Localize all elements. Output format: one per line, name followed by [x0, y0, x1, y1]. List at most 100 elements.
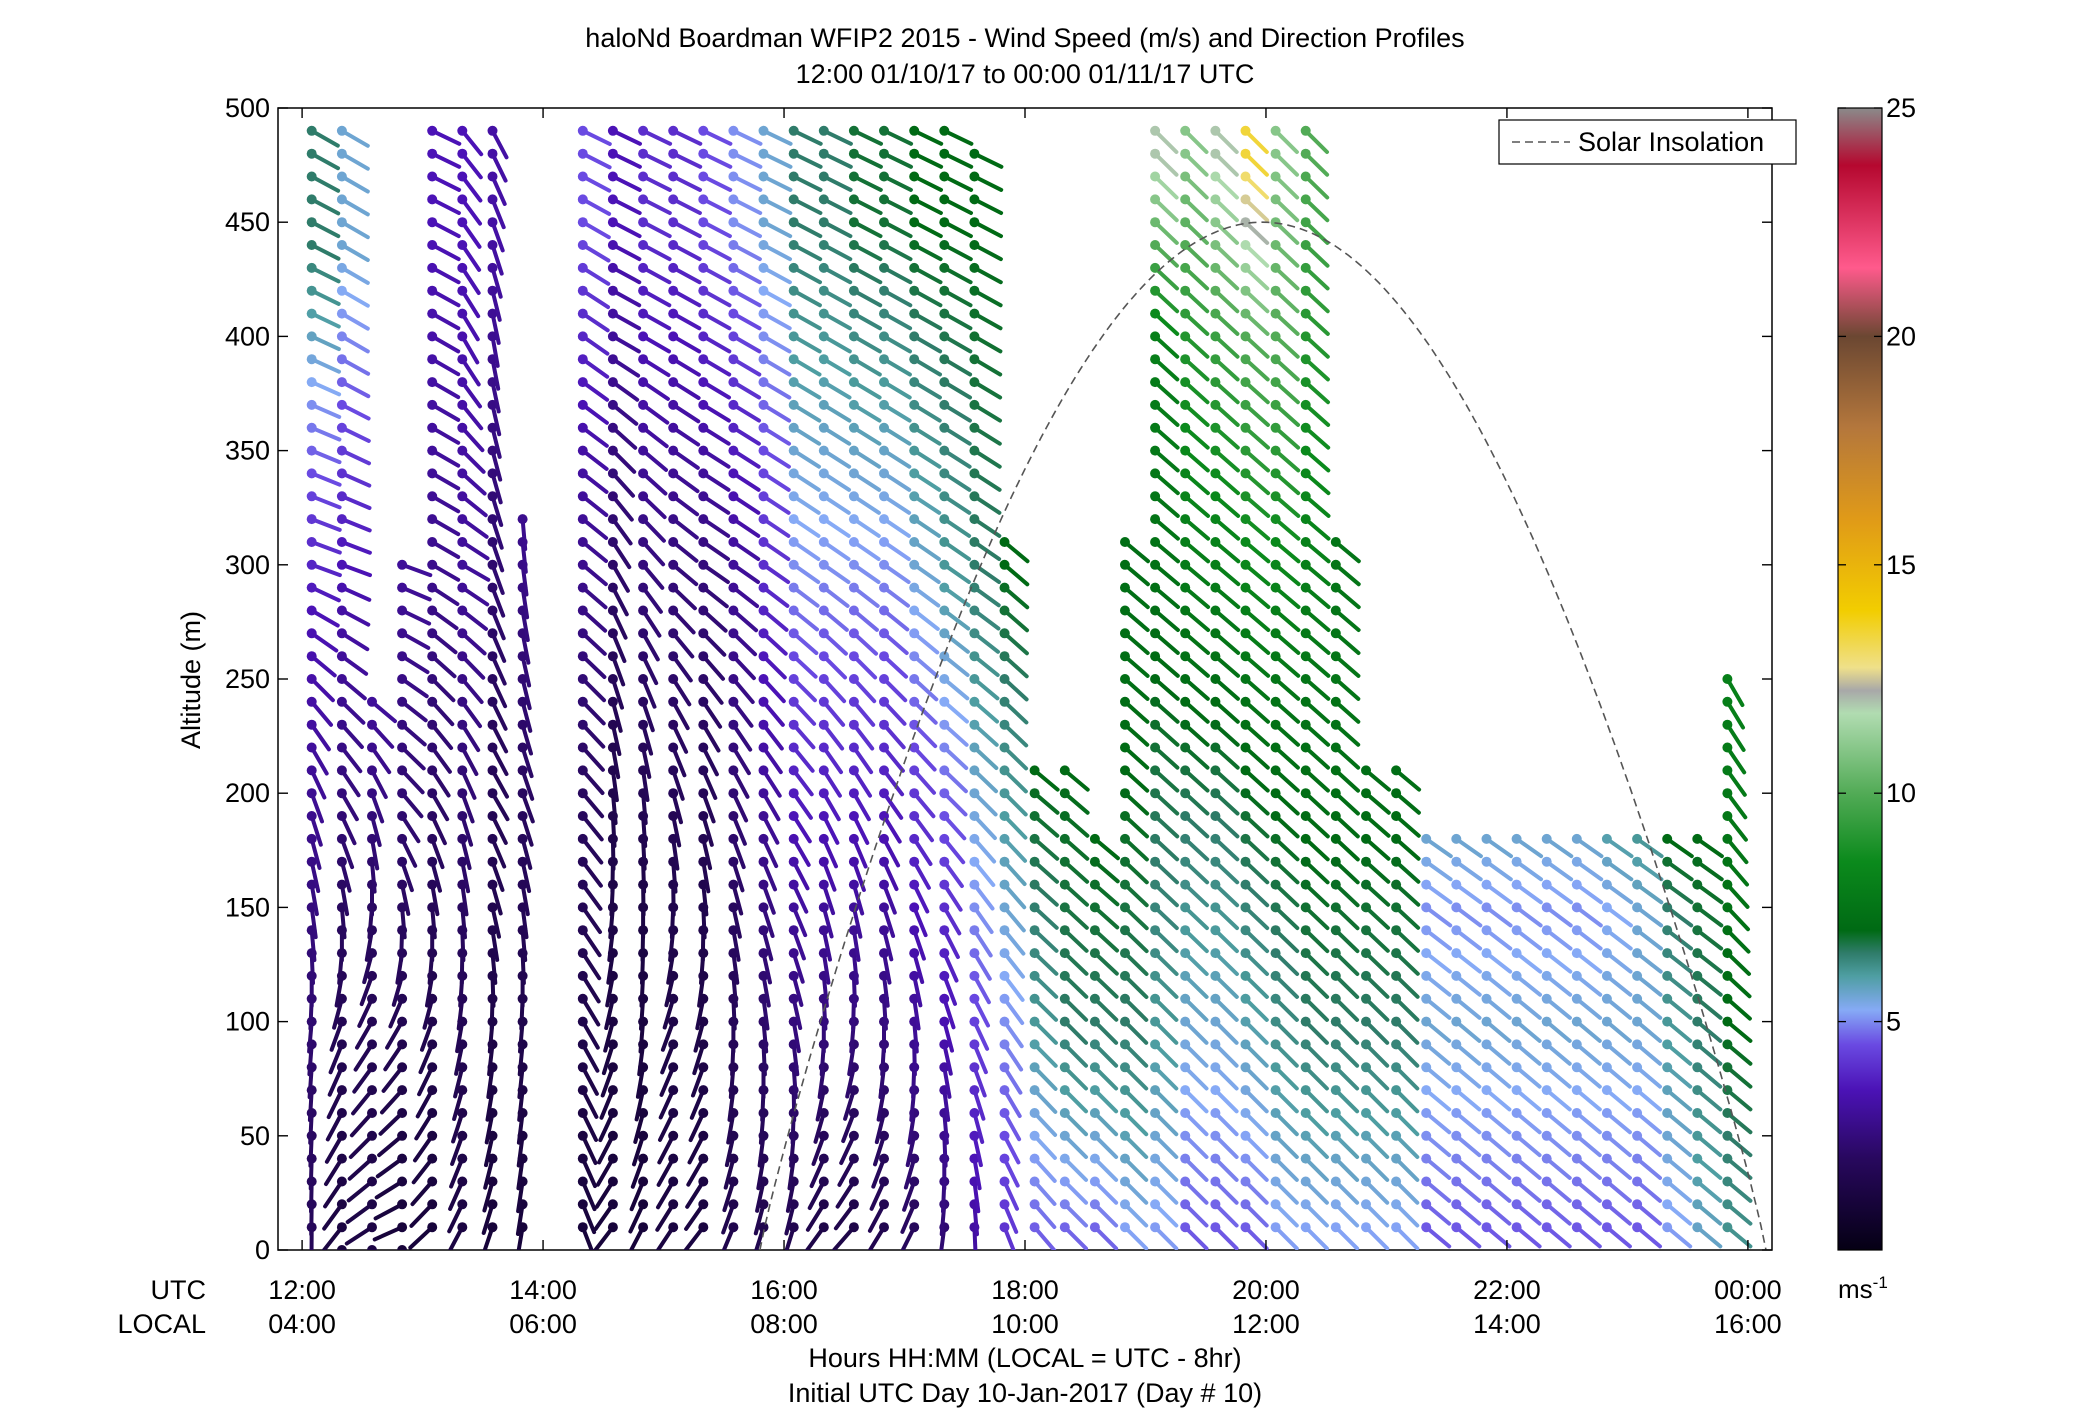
wind-barb-dot [818, 1199, 829, 1210]
wind-barb-dot [758, 742, 769, 753]
wind-barb [580, 562, 608, 587]
wind-barb-dot [1240, 902, 1251, 913]
wind-barb-dot [1150, 582, 1161, 593]
wind-barb-dot [487, 537, 498, 547]
wind-barb-dot [1361, 970, 1371, 981]
wind-barb [1183, 791, 1210, 816]
wind-barb-dot [1330, 1199, 1341, 1210]
wind-barb [1183, 494, 1210, 518]
wind-barb [1123, 631, 1150, 655]
wind-barb-dot [638, 605, 649, 616]
wind-barb [1183, 699, 1210, 724]
wind-barb-dot [577, 948, 588, 959]
wind-barb-dot [1511, 1153, 1522, 1164]
wind-barb-dot [999, 765, 1010, 776]
wind-barb [610, 128, 642, 146]
wind-barb-dot [306, 148, 317, 159]
wind-barb [821, 334, 852, 354]
wind-barb-dot [1662, 902, 1673, 913]
wind-barb [485, 1088, 495, 1122]
wind-barb [1725, 1042, 1753, 1066]
wind-barb-dot [698, 742, 709, 753]
wind-barb [1153, 448, 1180, 473]
wind-barb-dot [607, 1108, 618, 1118]
wind-barb-dot [728, 399, 739, 410]
wind-barb [1032, 859, 1059, 884]
wind-barb-dot [1120, 742, 1130, 753]
wind-barb-dot [1210, 514, 1221, 525]
wind-barb-dot [999, 1130, 1010, 1141]
wind-barb-dot [336, 422, 347, 433]
wind-barb-dot [909, 925, 920, 936]
wind-barb-dot [457, 514, 468, 525]
wind-barb-dot [487, 651, 498, 662]
local-row-label: LOCAL [117, 1309, 206, 1339]
wind-barb-dot [1330, 1039, 1341, 1050]
wind-barb-dot [788, 468, 799, 479]
wind-barb [1333, 905, 1360, 931]
wind-barb [731, 699, 754, 728]
wind-barb-dot [336, 833, 347, 844]
wind-barb-dot [577, 696, 588, 707]
wind-barb-dot [969, 1062, 980, 1073]
wind-barb-dot [1662, 833, 1673, 844]
wind-barb-dot [1601, 1153, 1612, 1164]
wind-barb-dot [1300, 651, 1311, 662]
wind-barb [1153, 128, 1179, 154]
wind-barb [1183, 745, 1210, 770]
wind-barb-dot [1571, 902, 1582, 913]
wind-barb-dot [306, 308, 317, 319]
wind-barb-dot [336, 559, 347, 570]
wind-barb-dot [367, 1153, 377, 1164]
wind-barb-dot [909, 331, 920, 342]
wind-barb-dot [788, 651, 799, 662]
wind-barb [1183, 311, 1210, 336]
wind-barb [756, 1156, 766, 1191]
wind-barb [1153, 859, 1179, 885]
wind-barb-dot [1330, 651, 1341, 662]
wind-barb-dot [1210, 331, 1221, 342]
wind-barb [1604, 859, 1634, 882]
x-tick-label-local: 14:00 [1473, 1309, 1541, 1339]
wind-barb-dot [336, 1039, 347, 1050]
wind-barb [912, 220, 943, 239]
wind-barb [1333, 745, 1361, 770]
wind-barb-dot [1361, 1222, 1371, 1233]
wind-barb [821, 402, 852, 423]
wind-barb-dot [698, 651, 709, 662]
wind-barb-dot [1150, 811, 1161, 821]
wind-barb-dot [1692, 1016, 1703, 1027]
wind-barb [413, 1133, 435, 1163]
wind-barb-dot [457, 399, 468, 410]
wind-barb-dot [457, 856, 468, 867]
wind-barb-dot [1632, 902, 1643, 913]
wind-barb [731, 265, 762, 285]
wind-barb-dot [848, 1085, 859, 1096]
wind-barb-dot [818, 217, 829, 228]
wind-barb-dot [336, 856, 347, 867]
wind-barb [1062, 1042, 1088, 1068]
wind-barb-dot [848, 1153, 859, 1164]
x-tick-label-utc: 16:00 [750, 1275, 818, 1305]
wind-barb-dot [638, 1153, 649, 1164]
wind-barb-dot [1541, 970, 1552, 981]
wind-barb-dot [1421, 833, 1432, 844]
wind-barb [1183, 471, 1210, 496]
wind-barb-dot [969, 468, 980, 479]
wind-barb [784, 1202, 796, 1236]
wind-barb-dot [698, 537, 709, 547]
wind-barb-dot [1150, 217, 1161, 228]
wind-barb-dot [698, 1199, 709, 1210]
wind-barb-dot [1391, 948, 1402, 959]
wind-barb [460, 928, 466, 963]
wind-barb-dot [788, 879, 799, 890]
wind-barb-dot [427, 742, 438, 753]
wind-barb [882, 357, 912, 377]
wind-barb-dot [1361, 1199, 1371, 1210]
wind-barb-dot [848, 674, 859, 684]
wind-barb-dot [1270, 331, 1281, 342]
wind-barb-dot [397, 674, 408, 684]
wind-barb-dot [1481, 1062, 1492, 1073]
wind-barb-dot [758, 240, 769, 250]
wind-barb-dot [939, 354, 950, 365]
